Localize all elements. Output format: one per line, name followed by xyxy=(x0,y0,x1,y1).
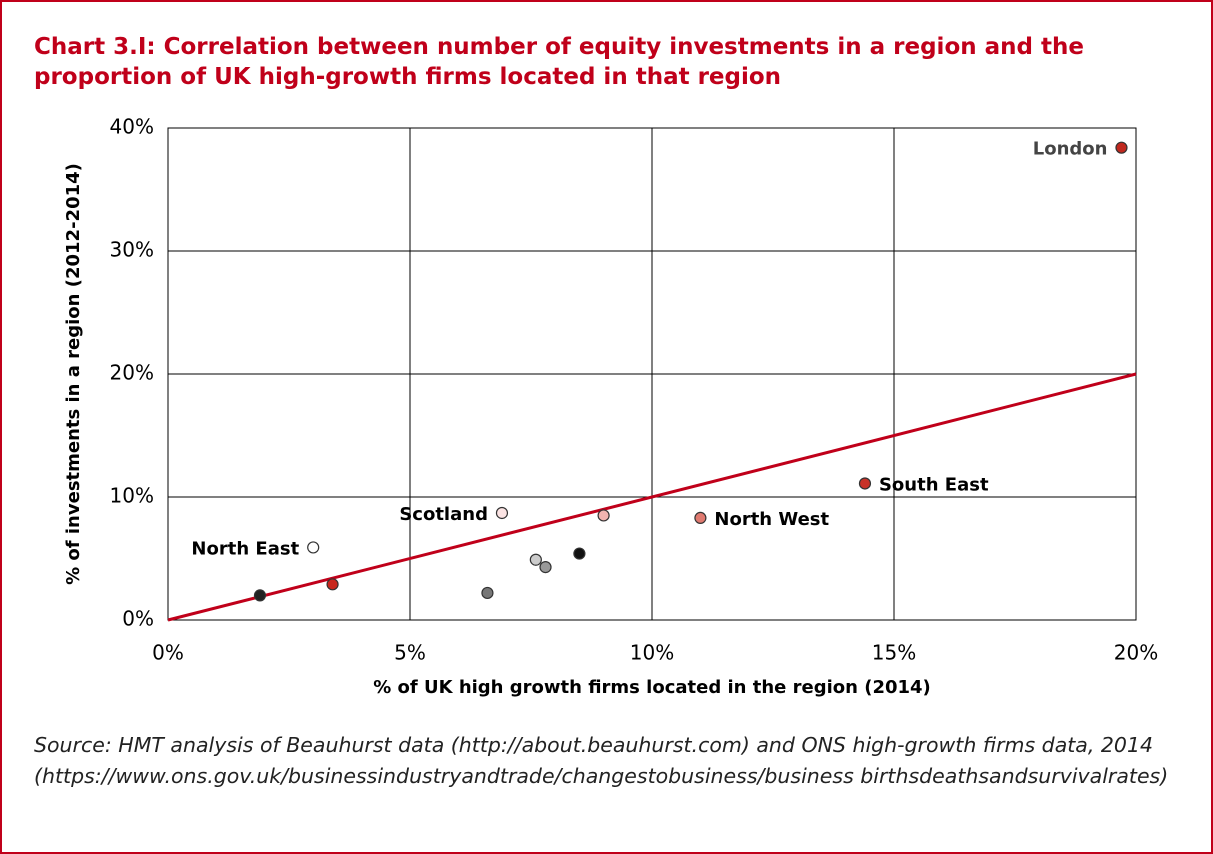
data-point xyxy=(694,511,707,525)
point-label: South East xyxy=(879,474,989,495)
y-tick-label: 40% xyxy=(110,115,154,139)
chart-title: Chart 3.I: Correlation between number of… xyxy=(34,34,1084,90)
y-tick-label: 30% xyxy=(110,238,154,262)
x-tick-label: 0% xyxy=(152,641,184,665)
data-point xyxy=(495,506,509,520)
x-tick-label: 15% xyxy=(872,641,916,665)
data-point xyxy=(481,586,494,600)
point-label: North West xyxy=(714,509,829,530)
point-label: North East xyxy=(191,538,299,559)
data-point xyxy=(597,509,610,522)
data-point xyxy=(858,477,872,490)
x-tick-label: 20% xyxy=(1114,641,1158,665)
data-point xyxy=(307,541,320,554)
data-point xyxy=(529,553,542,566)
data-point xyxy=(1115,141,1128,154)
data-point xyxy=(573,547,586,560)
reference-line xyxy=(167,372,1137,622)
point-label: London xyxy=(1033,139,1108,160)
y-tick-label: 0% xyxy=(122,607,154,631)
data-point xyxy=(539,561,552,574)
x-tick-label: 10% xyxy=(630,641,674,665)
x-tick-label: 5% xyxy=(394,641,426,665)
source-note: Source: HMT analysis of Beauhurst data (… xyxy=(34,733,1169,788)
data-point xyxy=(326,578,339,591)
data-point xyxy=(253,589,267,602)
x-axis-label: % of UK high growth firms located in the… xyxy=(373,677,931,698)
y-axis-label: % of investments in a region (2012-2014) xyxy=(63,163,84,585)
y-tick-label: 20% xyxy=(110,361,154,385)
y-tick-label: 10% xyxy=(110,484,154,508)
point-label: Scotland xyxy=(399,504,488,525)
